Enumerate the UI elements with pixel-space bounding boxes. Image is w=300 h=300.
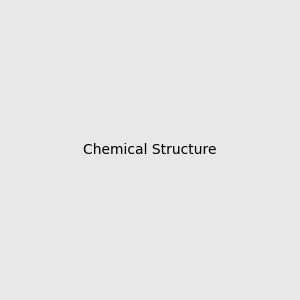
Text: Chemical Structure: Chemical Structure: [83, 143, 217, 157]
